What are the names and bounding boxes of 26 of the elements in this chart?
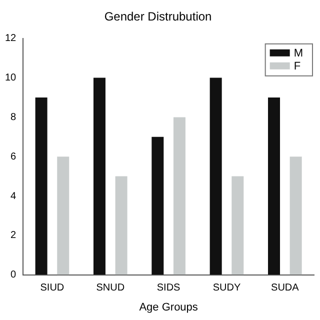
bar: [35, 98, 48, 275]
x-axis-title: Age Groups: [139, 301, 198, 314]
y-tick-label: 6: [10, 151, 17, 162]
y-tick-label: 12: [5, 33, 17, 44]
x-tick-label: SUDA: [271, 282, 300, 294]
bar: [152, 136, 164, 275]
bar: [115, 176, 128, 275]
y-tick-label: 0: [10, 270, 17, 281]
bar: [173, 117, 186, 275]
bar: [93, 78, 106, 275]
x-tick-label: SNUD: [96, 282, 125, 294]
bar: [290, 156, 302, 275]
bar: [210, 78, 222, 275]
bar: [232, 176, 244, 275]
bar: [57, 156, 70, 275]
y-tick-label: 4: [10, 190, 17, 202]
x-tick-label: SIUD: [40, 282, 64, 294]
x-tick-label: SUDY: [212, 282, 241, 294]
chart-title: Gender Distrubution: [104, 10, 212, 24]
bar: [268, 98, 280, 275]
x-tick-label: SIDS: [156, 282, 181, 294]
y-tick-label: 8: [10, 112, 17, 123]
legend-label: F: [294, 60, 301, 72]
y-tick-label: 2: [10, 230, 17, 242]
y-tick-label: 10: [5, 72, 17, 84]
legend-label: M: [294, 47, 304, 60]
